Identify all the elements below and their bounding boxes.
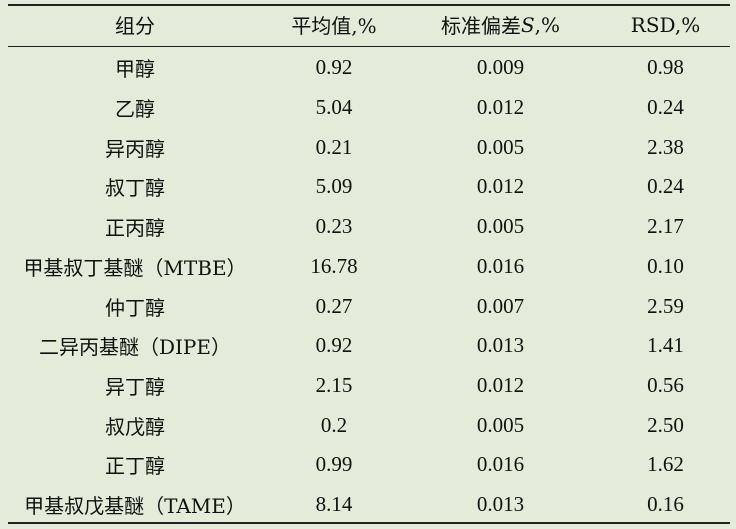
cell-rsd: 0.98 [647,55,684,80]
table-row: 叔丁醇 5.09 0.012 0.24 [0,167,736,207]
table-row: 二异丙基醚（DIPE） 0.92 0.013 1.41 [0,326,736,366]
header-std-prefix: 标准偏差 [440,14,521,39]
cell-std: 0.012 [476,174,525,199]
cell-std: 0.016 [476,253,525,278]
cell-mean: 5.09 [315,174,353,199]
cell-rsd: 2.50 [647,412,684,437]
cell-component: 正丁醇 [105,454,165,479]
cell-rsd: 0.24 [647,174,684,199]
table-header-row: 组分 平均值,% 标准偏差 S,% RSD,% [0,5,736,45]
cell-mean: 0.21 [315,134,353,159]
table-row: 叔戊醇 0.2 0.005 2.50 [0,405,736,445]
cell-component: 异丙醇 [105,136,165,161]
header-std-suffix: ,% [534,12,561,37]
cell-mean: 0.2 [320,412,348,437]
table-row: 仲丁醇 0.27 0.007 2.59 [0,286,736,326]
table-row: 异丁醇 2.15 0.012 0.56 [0,366,736,406]
table-header-rule [8,46,730,47]
table-row: 异丙醇 0.21 0.005 2.38 [0,127,736,167]
cell-rsd: 2.59 [647,293,684,318]
cell-mean: 0.27 [315,293,353,318]
cell-rsd: 0.56 [647,372,684,397]
cell-mean: 0.92 [315,55,353,80]
cell-mean: 2.15 [315,372,353,397]
cell-component: 甲基叔丁基醚（MTBE） [23,255,247,280]
cell-component: 叔戊醇 [105,414,165,439]
cell-std: 0.005 [476,134,525,159]
table-top-rule [8,4,730,6]
header-component: 组分 [115,14,155,39]
cell-mean: 16.78 [310,253,358,278]
cell-rsd: 2.17 [647,214,684,239]
table-row: 甲醇 0.92 0.009 0.98 [0,48,736,88]
cell-component: 甲醇 [115,57,155,82]
cell-std: 0.012 [476,95,525,120]
cell-std: 0.013 [476,492,525,517]
cell-rsd: 1.41 [647,333,684,358]
cell-std: 0.012 [476,372,525,397]
cell-mean: 8.14 [315,492,353,517]
header-rsd: RSD,% [630,12,701,37]
cell-rsd: 0.16 [647,492,684,517]
cell-component: 仲丁醇 [105,295,165,320]
header-mean: 平均值,% [291,14,377,39]
cell-std: 0.016 [476,452,525,477]
table-row: 正丁醇 0.99 0.016 1.62 [0,445,736,485]
cell-component: 叔丁醇 [105,176,165,201]
cell-std: 0.005 [476,214,525,239]
cell-std: 0.009 [476,55,525,80]
cell-mean: 0.23 [315,214,353,239]
cell-component: 甲基叔戊基醚（TAME） [24,494,246,519]
header-std: 标准偏差 S,% [398,5,603,45]
cell-rsd: 1.62 [647,452,684,477]
cell-component: 二异丙基醚（DIPE） [39,335,231,360]
table-row: 甲基叔丁基醚（MTBE） 16.78 0.016 0.10 [0,247,736,287]
cell-rsd: 0.10 [647,253,684,278]
cell-std: 0.013 [476,333,525,358]
table-row: 甲基叔戊基醚（TAME） 8.14 0.013 0.16 [0,485,736,525]
cell-mean: 5.04 [315,95,353,120]
cell-component: 乙醇 [115,97,155,122]
cell-mean: 0.99 [315,452,353,477]
cell-mean: 0.92 [315,333,353,358]
table-row: 正丙醇 0.23 0.005 2.17 [0,207,736,247]
table-bottom-rule [8,522,730,524]
header-std-symbol: S [520,12,535,37]
cell-rsd: 2.38 [647,134,684,159]
table-row: 乙醇 5.04 0.012 0.24 [0,88,736,128]
cell-component: 正丙醇 [105,216,165,241]
cell-rsd: 0.24 [647,95,684,120]
cell-std: 0.005 [476,412,525,437]
cell-std: 0.007 [476,293,525,318]
cell-component: 异丁醇 [105,374,165,399]
